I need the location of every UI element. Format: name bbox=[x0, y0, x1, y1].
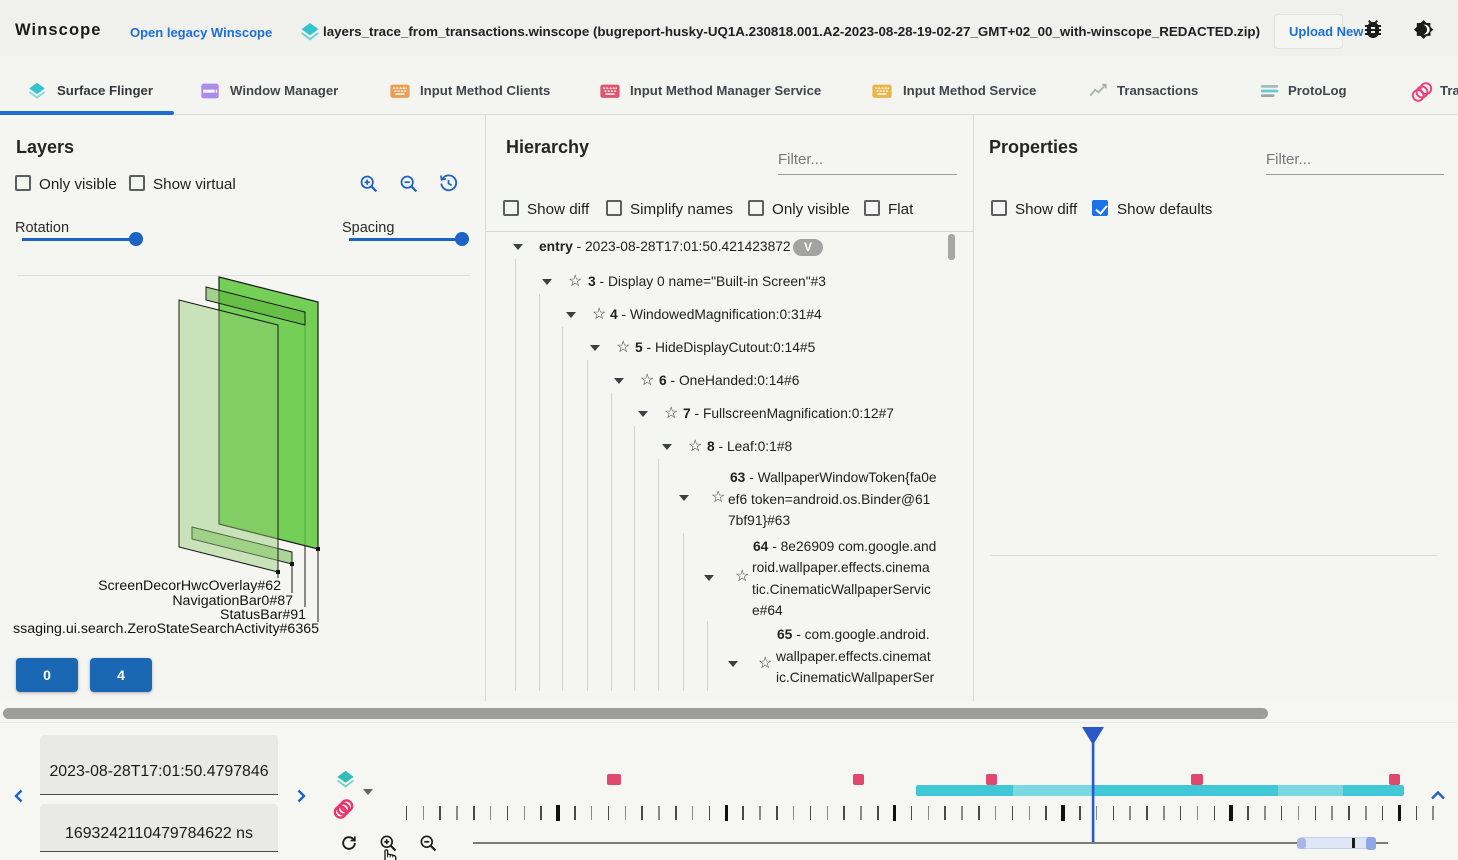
svg-text:ScreenDecorHwcOverlay#62: ScreenDecorHwcOverlay#62 bbox=[98, 578, 281, 594]
svg-text:StatusBar#91: StatusBar#91 bbox=[220, 607, 306, 623]
svg-text:ssaging.ui.search.ZeroStateSea: ssaging.ui.search.ZeroStateSearchActivit… bbox=[13, 621, 319, 637]
svg-text:NavigationBar0#87: NavigationBar0#87 bbox=[172, 593, 293, 609]
